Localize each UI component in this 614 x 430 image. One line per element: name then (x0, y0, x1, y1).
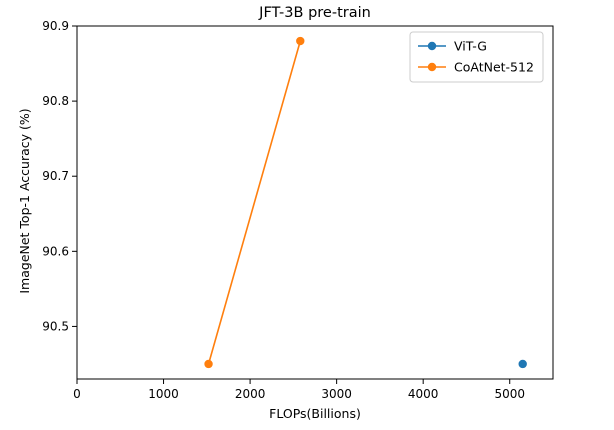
x-axis-label: FLOPs(Billions) (269, 406, 361, 421)
chart-title: JFT-3B pre-train (258, 5, 371, 21)
x-tick-label: 3000 (321, 387, 352, 401)
legend: ViT-G CoAtNet-512 (409, 31, 544, 83)
y-axis: 90.5 90.6 90.7 90.8 90.9 (42, 19, 77, 333)
x-tick-label: 4000 (408, 387, 439, 401)
y-tick-label: 90.8 (42, 94, 69, 108)
legend-label-vit-g: ViT-G (454, 39, 487, 54)
legend-marker-coatnet-512 (427, 62, 437, 72)
x-axis: 0 1000 2000 3000 4000 5000 (73, 379, 525, 401)
y-axis-label: ImageNet Top-1 Accuracy (%) (17, 108, 32, 293)
data-point-coatnet-512 (204, 359, 213, 369)
data-point-vit-g (518, 359, 527, 369)
series-line-coatnet-512 (207, 40, 302, 365)
legend-label-coatnet-512: CoAtNet-512 (454, 60, 534, 75)
legend-marker-vit-g (427, 41, 437, 51)
y-tick-label: 90.9 (42, 19, 69, 33)
data-point-coatnet-512 (296, 36, 305, 46)
plot-area (204, 36, 527, 369)
y-tick-label: 90.6 (42, 244, 69, 258)
x-tick-label: 5000 (494, 387, 525, 401)
x-tick-label: 0 (73, 387, 81, 401)
axes-frame (76, 25, 554, 380)
y-tick-label: 90.5 (42, 319, 69, 333)
x-tick-label: 1000 (148, 387, 179, 401)
y-tick-label: 90.7 (42, 169, 69, 183)
x-tick-label: 2000 (235, 387, 266, 401)
legend-box (409, 31, 544, 83)
